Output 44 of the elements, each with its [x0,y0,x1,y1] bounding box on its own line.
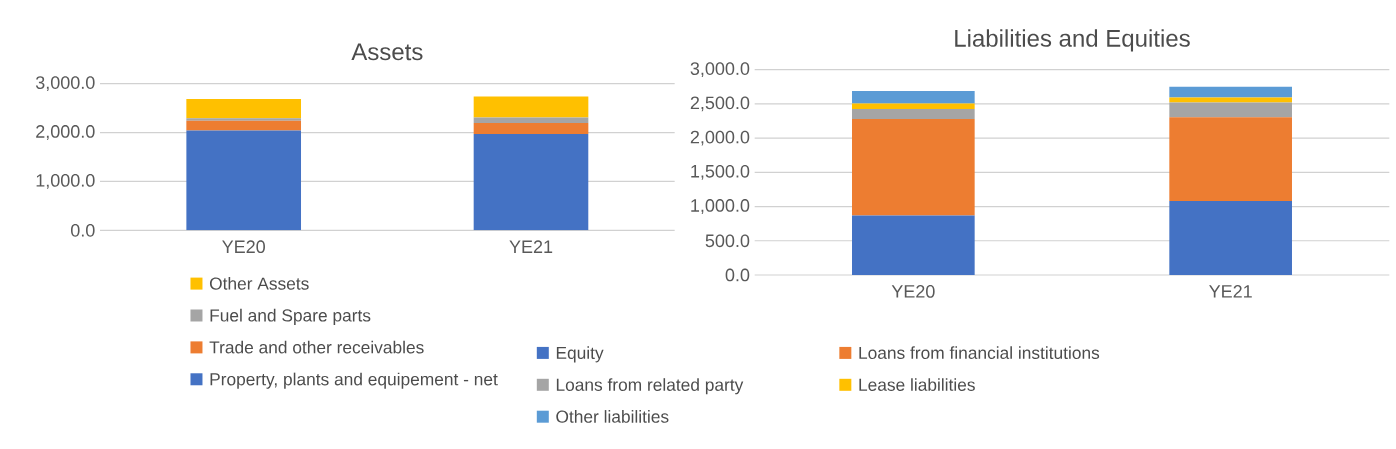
bar [852,109,975,119]
x-tick-label: YE20 [891,285,935,298]
legend-label: Property, plants and equipement - net [210,372,498,389]
y-tick-label: 500.0 [705,234,750,248]
bar [186,130,302,231]
bar [473,117,589,124]
x-tick-label: YE21 [1209,285,1252,298]
y-tick-label: 3,000.0 [690,62,750,78]
y-tick-label: 1,500.0 [691,164,750,180]
bar [473,134,589,231]
bar [1169,201,1292,275]
bar [186,99,302,119]
bar [852,215,975,275]
bar [852,118,975,216]
bar [852,103,975,110]
legend-label: Equity [556,346,604,363]
y-tick-label: 2,500.0 [690,96,750,112]
y-tick-label: 2,000.0 [36,125,95,140]
legend-label: Loans from related party [556,378,744,395]
bar [473,123,589,135]
bar [186,118,302,121]
legend-label: Fuel and Spare parts [210,308,371,326]
y-tick-label: 3,000.0 [35,76,95,92]
bar [473,96,589,118]
legend-label: Loans from financial institutions [859,346,1100,360]
bar [1169,117,1292,202]
bar [852,90,975,104]
y-tick-label: 1,000.0 [36,174,95,189]
bar [1169,102,1292,118]
legend-label: Other liabilities [556,410,669,423]
legend-label: Lease liabilities [859,378,975,391]
legend-label: Trade and other receivables [209,340,424,354]
chart-title: Assets [351,43,423,61]
bar [1169,86,1292,98]
y-tick-label: 0.0 [70,223,95,237]
chart-title: Liabilities and Equities [955,29,1190,52]
x-tick-label: YE21 [509,240,553,253]
bar [186,120,302,131]
bar [1169,97,1292,103]
x-tick-label: YE20 [222,240,265,254]
y-tick-label: 2,000.0 [690,130,750,146]
y-tick-label: 0.0 [725,268,750,282]
y-tick-label: 1,000.0 [691,199,750,214]
legend-label: Other Assets [209,276,309,290]
